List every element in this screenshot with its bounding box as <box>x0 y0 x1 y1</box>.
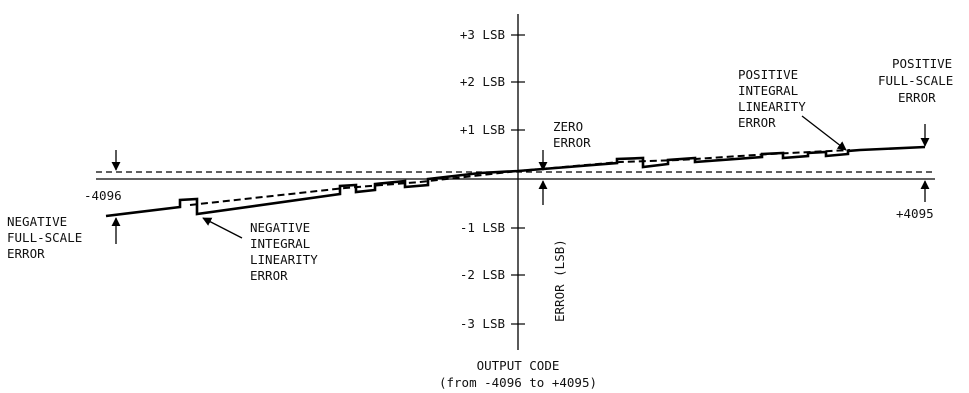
neg-fs-label-1: NEGATIVE <box>7 214 67 229</box>
pos-fs-label-1: POSITIVE <box>892 56 952 71</box>
pos-fs-label-3: ERROR <box>898 90 936 105</box>
actual-transfer-curve <box>105 145 926 218</box>
pos-fs-label-2: FULL-SCALE <box>878 73 953 88</box>
neg-inl-label-1: NEGATIVE <box>250 220 310 235</box>
neg-inl-label-2: INTEGRAL <box>250 236 310 251</box>
x-axis-label-line1: OUTPUT CODE <box>477 358 560 373</box>
x-axis-label-line2: (from -4096 to +4095) <box>439 375 597 390</box>
pos-inl-arrow <box>801 115 847 151</box>
pos-inl-label-1: POSITIVE <box>738 67 798 82</box>
tick-label-minus2: -2 LSB <box>460 267 505 282</box>
tick-label-minus3: -3 LSB <box>460 316 505 331</box>
right-code-label: +4095 <box>896 206 934 221</box>
tick-label-plus2: +2 LSB <box>460 74 505 89</box>
y-ticks <box>511 34 525 325</box>
left-code-label: -4096 <box>84 188 122 203</box>
tick-label-plus3: +3 LSB <box>460 27 505 42</box>
pos-inl-label-2: INTEGRAL <box>738 83 798 98</box>
tick-label-plus1: +1 LSB <box>460 122 505 137</box>
neg-fs-label-3: ERROR <box>7 246 45 261</box>
neg-inl-arrow <box>202 217 243 239</box>
pos-inl-label-3: LINEARITY <box>738 99 806 114</box>
pos-inl-label-4: ERROR <box>738 115 776 130</box>
zero-error-label-2: ERROR <box>553 135 591 150</box>
neg-inl-label-3: LINEARITY <box>250 252 318 267</box>
neg-inl-label-4: ERROR <box>250 268 288 283</box>
neg-fs-label-2: FULL-SCALE <box>7 230 82 245</box>
y-axis-label: ERROR (LSB) <box>552 239 567 322</box>
zero-error-label-1: ZERO <box>553 119 583 134</box>
tick-label-minus1: -1 LSB <box>460 220 505 235</box>
